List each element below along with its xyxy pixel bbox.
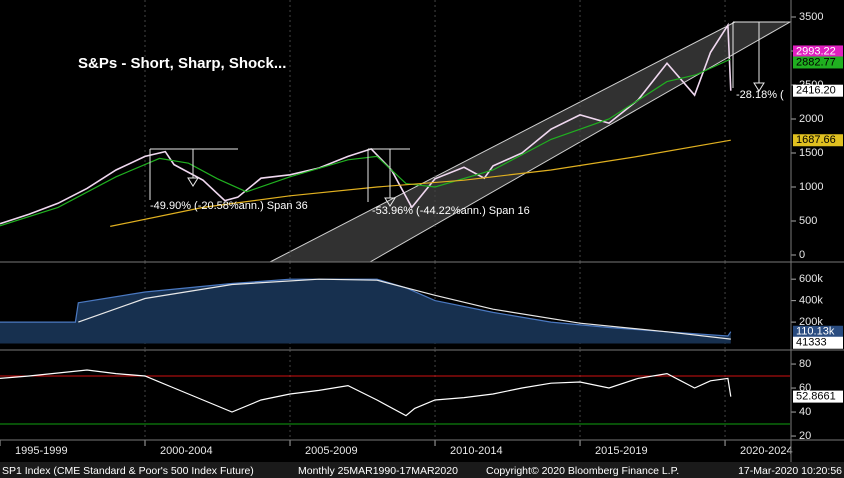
line: [0, 58, 732, 227]
y-tick-label: 1500: [799, 147, 823, 159]
bracket: [732, 21, 785, 88]
arrow: [753, 82, 765, 92]
y-tick-label: 80: [799, 358, 811, 370]
y-tick-label: 1000: [799, 181, 823, 193]
line: [0, 369, 732, 417]
x-tick-label: 2020-2024: [740, 445, 793, 457]
value-marker: [793, 56, 843, 69]
value-marker-label: 1687.66: [796, 134, 836, 146]
footer-period: Monthly 25MAR1990-17MAR2020: [298, 465, 458, 477]
value-marker: [793, 336, 843, 349]
y-tick-label: 0: [799, 249, 805, 261]
y-tick-label: 40: [799, 406, 811, 418]
value-marker-label: 2993.22: [796, 45, 836, 57]
plots: 05001000150020002500300035002993.222882.…: [0, 0, 843, 457]
footer-timestamp: 17-Mar-2020 10:20:56: [738, 465, 842, 477]
value-marker: [793, 325, 843, 338]
value-marker: [793, 84, 843, 97]
y-tick-label: 3500: [799, 11, 823, 23]
value-marker-label: 110.13k: [796, 326, 835, 338]
chart-title: S&Ps - Short, Sharp, Shock...: [78, 55, 286, 72]
value-marker: [793, 134, 843, 147]
arrow: [187, 177, 199, 187]
line: [110, 139, 731, 227]
line: [78, 278, 731, 340]
y-tick-label: 400k: [799, 295, 823, 307]
y-tick-label: 2000: [799, 113, 823, 125]
x-tick-label: 2015-2019: [595, 445, 648, 457]
drawdown-brackets: [149, 21, 785, 207]
footer-bar: [0, 462, 844, 478]
x-tick-label: 2000-2004: [160, 445, 213, 457]
y-tick-label: 500: [799, 215, 817, 227]
arrow: [384, 197, 396, 207]
annotation: -49.90% (-20.58%ann.) Span 36: [150, 200, 308, 212]
value-marker-label: 2882.77: [796, 56, 836, 68]
area: [0, 279, 731, 344]
y-tick-label: 200k: [799, 316, 823, 328]
bracket: [367, 148, 410, 202]
annotation: -53.96% (-44.22%ann.) Span 16: [372, 205, 530, 217]
bracket: [149, 148, 238, 200]
annotation: -28.18% (: [736, 89, 784, 101]
y-tick-label: 600k: [799, 273, 823, 285]
footer-copyright: Copyright© 2020 Bloomberg Finance L.P.: [486, 465, 679, 477]
value-marker-label: 41333: [796, 337, 827, 349]
y-tick-label: 20: [799, 430, 811, 442]
x-tick-label: 2005-2009: [305, 445, 358, 457]
x-tick-label: 2010-2014: [450, 445, 503, 457]
value-marker-label: 52.8661: [796, 391, 836, 403]
value-marker: [793, 390, 843, 403]
x-tick-label: 1995-1999: [15, 445, 68, 457]
value-marker: [793, 45, 843, 58]
value-marker-label: 2416.20: [796, 85, 836, 97]
footer-security: SP1 Index (CME Standard & Poor's 500 Ind…: [2, 465, 254, 477]
